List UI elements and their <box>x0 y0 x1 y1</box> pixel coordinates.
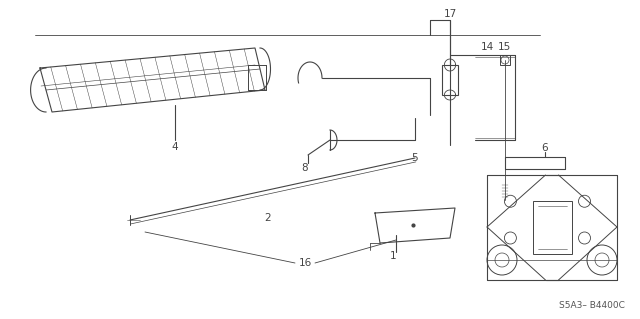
Bar <box>442 65 458 95</box>
Text: 6: 6 <box>541 143 548 153</box>
Text: 5: 5 <box>412 153 419 163</box>
Text: 15: 15 <box>497 42 511 52</box>
Text: S5A3– B4400C: S5A3– B4400C <box>559 301 625 310</box>
Text: 2: 2 <box>265 213 271 223</box>
Text: 14: 14 <box>481 42 493 52</box>
Text: 1: 1 <box>390 251 396 261</box>
Text: 8: 8 <box>301 163 308 173</box>
Text: 16: 16 <box>298 258 312 268</box>
Bar <box>532 201 572 254</box>
Text: 4: 4 <box>172 142 179 152</box>
Bar <box>500 55 510 65</box>
Text: 17: 17 <box>444 9 456 19</box>
